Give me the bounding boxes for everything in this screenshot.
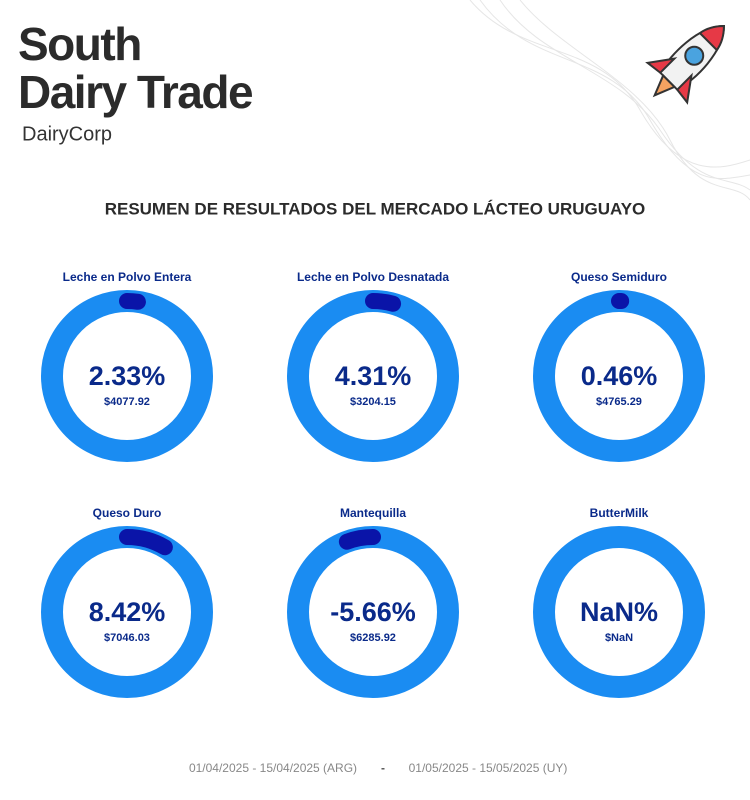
gauge-value: NaN%	[580, 597, 658, 627]
gauge-name: Mantequilla	[340, 506, 406, 520]
gauge-name: Leche en Polvo Entera	[63, 270, 192, 284]
gauge-ring	[533, 526, 705, 698]
rocket-icon	[645, 25, 725, 105]
gauge-value: 2.33%	[89, 361, 166, 391]
separator: -	[381, 761, 385, 775]
gauge-price: $4765.29	[596, 396, 642, 408]
gauge-price: $6285.92	[350, 632, 396, 644]
gauge-arc	[365, 293, 402, 312]
period-arg: 01/04/2025 - 15/04/2025 (ARG)	[189, 761, 357, 775]
gauge-price: $3204.15	[350, 396, 396, 408]
gauge-grid: Leche en Polvo Entera 2.33% $4077.92 Leche …	[41, 270, 705, 698]
gauge-arc	[119, 293, 146, 310]
gauge-price: $NaN	[605, 632, 633, 644]
gauge-arc	[338, 529, 381, 550]
company-name: DairyCorp	[22, 123, 112, 145]
brand-line: Dairy Trade	[18, 66, 253, 118]
gauge-name: ButterMilk	[590, 506, 649, 520]
report-title: RESUMEN DE RESULTADOS DEL MERCADO LÁCTEO…	[105, 199, 646, 218]
period-uy: 01/05/2025 - 15/05/2025 (UY)	[409, 761, 568, 775]
gauge-value: -5.66%	[330, 597, 416, 627]
gauge-price: $4077.92	[104, 396, 150, 408]
gauge-value: 0.46%	[581, 361, 658, 391]
gauge-arc	[119, 529, 173, 556]
gauge-value: 8.42%	[89, 597, 166, 627]
gauge-value: 4.31%	[335, 361, 412, 391]
brand-line: South	[18, 18, 141, 70]
gauge-name: Leche en Polvo Desnatada	[297, 270, 449, 284]
gauge-name: Queso Semiduro	[571, 270, 667, 284]
gauge-price: $7046.03	[104, 632, 150, 644]
gauge-name: Queso Duro	[93, 506, 162, 520]
background-lines	[469, 0, 750, 201]
